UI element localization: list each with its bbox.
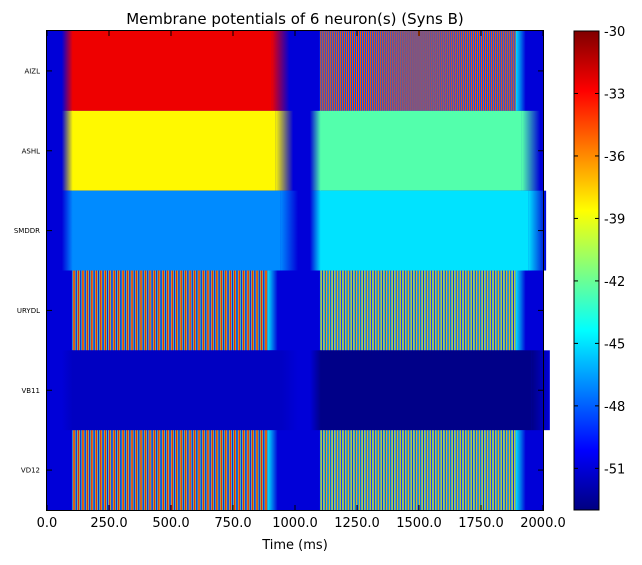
x-tick-label: 750.0 — [214, 516, 251, 531]
colorbar-tick-label: -36 — [604, 150, 625, 165]
x-tick-label: 2000.0 — [520, 516, 566, 531]
heatmap-cell-urydl-window1-decay — [267, 270, 278, 351]
chart-title: Membrane potentials of 6 neuron(s) (Syns… — [126, 10, 464, 28]
heatmap-cell-aizl-window1 — [71, 31, 272, 111]
heatmap-cell-vb11-window1-rise — [61, 350, 73, 431]
x-tick-label: 1750.0 — [458, 516, 504, 531]
x-axis: 0.0 250.0 500.0 750.0 1000.0 1250.0 1500.0 1750… — [37, 31, 566, 531]
heatmap-cell-ashl-window1-decay — [275, 110, 294, 191]
colorbar-tick-label: -48 — [604, 400, 625, 415]
heatmap-plot-area — [47, 31, 550, 510]
heatmap-cell-smddr-window2-decay — [528, 190, 547, 271]
heatmap-cell-urydl-window2 — [319, 270, 516, 351]
heatmap-cell-smddr-window2 — [319, 190, 529, 271]
heatmap-cell-vd12-window2 — [319, 430, 516, 510]
y-tick-label-vb11: VB11 — [22, 387, 41, 395]
heatmap-cell-ashl-window1 — [71, 110, 276, 191]
colorbar-tick-label: -51 — [604, 462, 625, 477]
colorbar-gradient — [573, 30, 600, 511]
heatmap-cell-vb11-window1-decay — [280, 350, 299, 431]
y-tick-label-urydl: URYDL — [17, 307, 40, 315]
plot-frame — [46, 30, 544, 511]
heatmap-cell-urydl-window1 — [71, 270, 268, 351]
heatmap-cell-ashl-window1-rise — [61, 110, 73, 191]
heatmap-cell-vd12-window1-decay — [267, 430, 278, 510]
x-tick-label: 0.0 — [37, 516, 58, 531]
colorbar-tick-label: -42 — [604, 275, 625, 290]
heatmap-cell-vd12-window1 — [71, 430, 268, 510]
x-tick-label: 1250.0 — [334, 516, 380, 531]
heatmap-cell-aizl-window2 — [319, 31, 516, 111]
heatmap-cell-aizl-window1-decay — [271, 31, 290, 111]
heatmap-cell-ashl-window2-rise — [309, 110, 321, 191]
heatmap-cell-ashl-window2 — [319, 110, 522, 191]
colorbar: -30 -33 -36 -39 -42 -45 -48 -51 — [573, 25, 625, 511]
heatmap-cell-vb11-window1 — [71, 350, 281, 431]
y-tick-label-vd12: VD12 — [21, 467, 40, 475]
heatmap-cell-vb11-window2 — [319, 350, 532, 431]
heatmap-cell-smddr-window1 — [71, 190, 281, 271]
x-tick-label: 1000.0 — [272, 516, 318, 531]
heatmap-cell-vd12-window2-decay — [515, 430, 526, 510]
heatmap-cell-smddr-window2-rise — [309, 190, 321, 271]
x-axis-label: Time (ms) — [261, 538, 328, 553]
heatmap-cell-urydl-window2-decay — [515, 270, 526, 351]
colorbar-tick-label: -39 — [604, 212, 625, 227]
heatmap-cell-smddr-window1-rise — [61, 190, 73, 271]
heatmap-cell-smddr-window1-decay — [280, 190, 299, 271]
y-tick-label-aizl: AIZL — [24, 67, 40, 75]
heatmap-cell-aizl-window1-rise — [61, 31, 73, 111]
y-axis: AIZL ASHL SMDDR URYDL VB11 VD12 — [14, 67, 543, 475]
heatmap-cell-aizl-window2-decay — [515, 31, 526, 111]
x-tick-label: 1500.0 — [396, 516, 442, 531]
colorbar-tick-label: -33 — [604, 87, 625, 102]
heatmap-cell-ashl-window2-decay — [521, 110, 540, 191]
colorbar-tick-label: -30 — [604, 25, 625, 40]
heatmap-cell-vb11-window2-rise — [309, 350, 321, 431]
y-tick-label-ashl: ASHL — [22, 147, 40, 155]
colorbar-tick-label: -45 — [604, 337, 625, 352]
y-tick-label-smddr: SMDDR — [14, 227, 40, 235]
x-tick-label: 500.0 — [152, 516, 189, 531]
x-tick-label: 250.0 — [90, 516, 127, 531]
